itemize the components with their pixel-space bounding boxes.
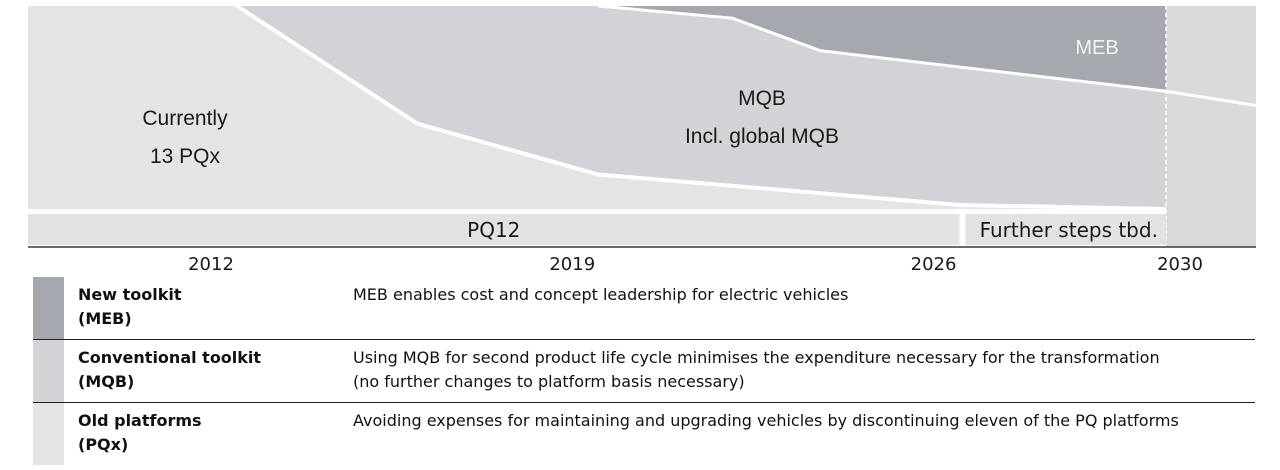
label-layer: PQ12 Further steps tbd. Currently 13 PQx MQB… (142, 37, 1158, 242)
pqx-label-line2: 13 PQx (150, 145, 221, 168)
meb-swatch (33, 277, 64, 339)
legend-desc-line: Using MQB for second product life cycle … (353, 348, 1160, 367)
legend-row-pqx: Old platforms (PQx) Avoiding expenses fo… (33, 402, 1255, 465)
legend-row-meb: New toolkit (MEB) MEB enables cost and c… (33, 277, 1255, 339)
mqb-label-line2: Incl. global MQB (685, 125, 839, 148)
legend-desc-line: (no further changes to platform basis ne… (353, 372, 745, 391)
legend-title-line: (MQB) (78, 372, 135, 391)
legend-desc-mqb: Using MQB for second product life cycle … (353, 346, 1233, 394)
platform-roadmap-chart: PQ12 Further steps tbd. Currently 13 PQx MQB… (28, 4, 1257, 275)
timeline-bar-layer (28, 214, 1166, 245)
legend-title-mqb: Conventional toolkit (MQB) (78, 346, 261, 394)
legend-title-line: (MEB) (78, 309, 132, 328)
bar-label-further-steps: Further steps tbd. (980, 218, 1158, 242)
mqb-swatch (33, 340, 64, 402)
legend-title-line: (PQx) (78, 435, 129, 454)
legend-title-line: New toolkit (78, 285, 182, 304)
legend-title-meb: New toolkit (MEB) (78, 283, 181, 331)
bar-further-steps (965, 214, 1166, 245)
bar-pq12 (28, 214, 960, 245)
meb-label: MEB (1075, 37, 1118, 59)
legend-desc-meb: MEB enables cost and concept leadership … (353, 283, 1233, 307)
legend-desc-pqx: Avoiding expenses for maintaining and up… (353, 409, 1233, 433)
legend-table: New toolkit (MEB) MEB enables cost and c… (33, 277, 1255, 465)
legend-desc-line: MEB enables cost and concept leadership … (353, 285, 849, 304)
meb-area (598, 6, 1166, 92)
x-tick-label-2030: 2030 (1157, 254, 1203, 275)
further-steps-area (1166, 6, 1256, 246)
legend-desc-line: Avoiding expenses for maintaining and up… (353, 411, 1179, 430)
x-tick-label-2019: 2019 (549, 254, 595, 275)
x-tick-label-2026: 2026 (911, 254, 957, 275)
legend-row-mqb: Conventional toolkit (MQB) Using MQB for… (33, 339, 1255, 402)
pqx-swatch (33, 403, 64, 465)
legend-title-line: Conventional toolkit (78, 348, 262, 367)
meb-boundary-line (598, 4, 1257, 107)
pqx-label-line1: Currently (142, 107, 228, 130)
area-layer (28, 4, 1257, 246)
bar-label-pq12: PQ12 (467, 218, 520, 242)
legend-title-pqx: Old platforms (PQx) (78, 409, 202, 457)
x-tick-label-2012: 2012 (188, 254, 234, 275)
legend-title-line: Old platforms (78, 411, 202, 430)
mqb-label-line1: MQB (738, 87, 786, 110)
x-axis: 2012 2019 2026 2030 (28, 246, 1256, 275)
mqb-boundary-line (235, 4, 1167, 211)
